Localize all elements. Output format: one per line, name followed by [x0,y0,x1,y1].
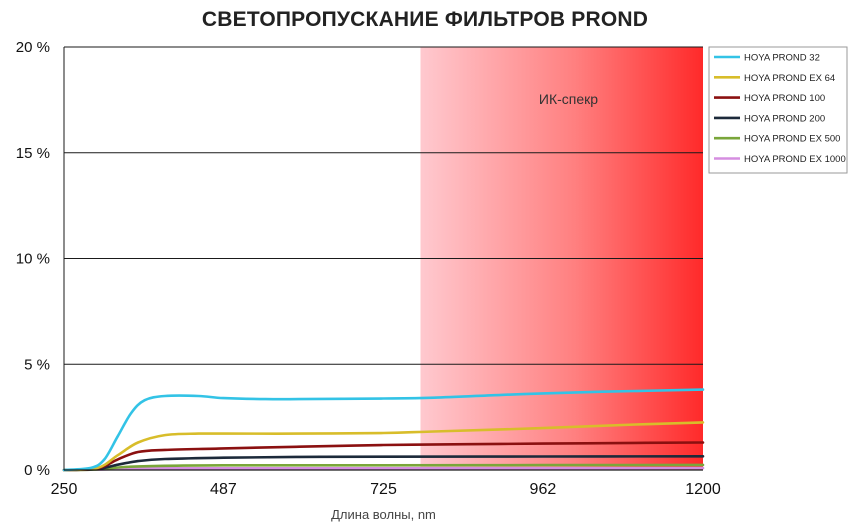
ir-region-label: ИК-спекр [539,91,598,107]
axis-layer: 0 % 5 % 10 % 15 % 20 % 250 487 725 962 1200 Длина … [16,39,721,522]
legend-label: HOYA PROND 100 [744,93,825,104]
y-tick-label: 20 % [16,39,50,56]
legend-label: HOYA PROND EX 64 [744,73,835,84]
legend-label: HOYA PROND 32 [744,53,820,64]
grid-layer [64,46,703,365]
y-tick-label: 5 % [24,356,50,373]
series-line [62,455,705,472]
y-tick-label: 0 % [24,462,50,479]
x-tick-label: 962 [530,481,557,498]
series-line [62,421,705,472]
x-tick-label: 250 [51,481,78,498]
y-tick-label: 15 % [16,145,50,162]
series-layer [62,388,705,472]
y-tick-label: 10 % [16,251,50,268]
x-axis-title: Длина волны, nm [331,507,436,522]
x-tick-label: 1200 [685,481,721,498]
legend: HOYA PROND 32 HOYA PROND EX 64 HOYA PROND … [708,46,848,174]
legend-label: HOYA PROND 200 [744,113,825,124]
series-line [62,441,705,472]
series-line [62,388,705,472]
legend-label: HOYA PROND EX 500 [744,134,840,145]
legend-label: HOYA PROND EX 1000 [744,154,846,165]
x-tick-label: 725 [370,481,397,498]
series-line [62,463,705,472]
chart-title: СВЕТОПРОПУСКАНИЕ ФИЛЬТРОВ PROND [201,8,649,31]
legend-box [708,46,848,174]
x-tick-label: 487 [210,481,237,498]
